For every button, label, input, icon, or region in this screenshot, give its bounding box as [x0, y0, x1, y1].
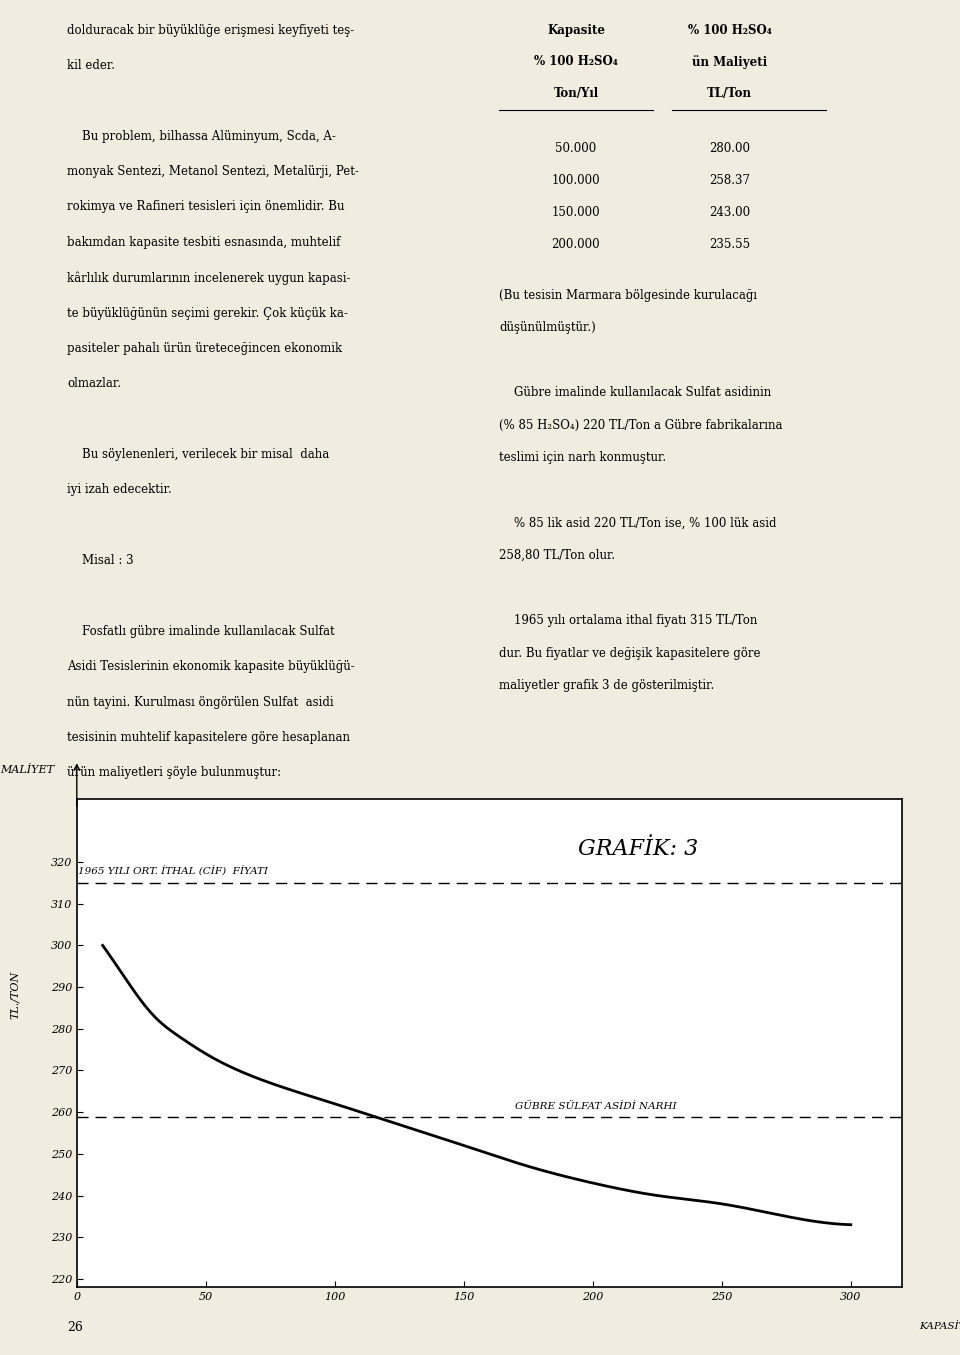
Text: 243.00: 243.00	[709, 206, 750, 218]
Text: % 100 H₂SO₄: % 100 H₂SO₄	[534, 56, 618, 68]
Text: 1965 yılı ortalama ithal fiyatı 315 TL/Ton: 1965 yılı ortalama ithal fiyatı 315 TL/T…	[499, 614, 757, 627]
Text: MALİYET: MALİYET	[0, 766, 55, 775]
Text: teslimi için narh konmuştur.: teslimi için narh konmuştur.	[499, 451, 666, 465]
Text: TL./TON: TL./TON	[10, 970, 20, 1019]
Text: nün tayini. Kurulması öngörülen Sulfat  asidi: nün tayini. Kurulması öngörülen Sulfat a…	[67, 695, 334, 709]
Text: GRAFİK: 3: GRAFİK: 3	[578, 839, 698, 860]
Text: maliyetler grafik 3 de gösterilmiştir.: maliyetler grafik 3 de gösterilmiştir.	[499, 679, 714, 692]
Text: ün Maliyeti: ün Maliyeti	[692, 56, 767, 69]
Text: Fosfatlı gübre imalinde kullanılacak Sulfat: Fosfatlı gübre imalinde kullanılacak Sul…	[67, 625, 335, 638]
Text: Misal : 3: Misal : 3	[67, 554, 133, 566]
Text: Bu söylenenleri, verilecek bir misal  daha: Bu söylenenleri, verilecek bir misal dah…	[67, 449, 329, 461]
Text: 100.000: 100.000	[552, 173, 600, 187]
Text: rokimya ve Rafineri tesisleri için önemlidir. Bu: rokimya ve Rafineri tesisleri için öneml…	[67, 201, 345, 213]
Text: ürün maliyetleri şöyle bulunmuştur:: ürün maliyetleri şöyle bulunmuştur:	[67, 766, 281, 779]
Text: 150.000: 150.000	[552, 206, 600, 218]
Text: Kapasite: Kapasite	[547, 23, 605, 37]
Text: % 100 H₂SO₄: % 100 H₂SO₄	[687, 23, 772, 37]
Text: te büyüklüğünün seçimi gerekir. Çok küçük ka-: te büyüklüğünün seçimi gerekir. Çok küçü…	[67, 306, 348, 320]
Text: % 85 lik asid 220 TL/Ton ise, % 100 lük asid: % 85 lik asid 220 TL/Ton ise, % 100 lük …	[499, 516, 777, 530]
Text: GÜBRE SÜLFAT ASİDİ NARHI: GÜBRE SÜLFAT ASİDİ NARHI	[516, 1102, 677, 1111]
Text: Gübre imalinde kullanılacak Sulfat asidinin: Gübre imalinde kullanılacak Sulfat asidi…	[499, 386, 772, 400]
Text: 280.00: 280.00	[709, 142, 750, 154]
Text: 200.000: 200.000	[552, 237, 600, 251]
Text: kârlılık durumlarının incelenerek uygun kapasi-: kârlılık durumlarının incelenerek uygun …	[67, 271, 350, 285]
Text: 50.000: 50.000	[556, 142, 596, 154]
Text: monyak Sentezi, Metanol Sentezi, Metalürji, Pet-: monyak Sentezi, Metanol Sentezi, Metalür…	[67, 165, 359, 178]
Text: TL/Ton: TL/Ton	[708, 87, 752, 100]
Text: dolduracak bir büyüklüğe erişmesi keyfiyeti teş-: dolduracak bir büyüklüğe erişmesi keyfiy…	[67, 23, 354, 37]
Text: 26: 26	[67, 1321, 84, 1335]
Text: 235.55: 235.55	[709, 237, 750, 251]
Text: Ton/Yıl: Ton/Yıl	[553, 87, 599, 100]
Text: dur. Bu fiyatlar ve değişik kapasitelere göre: dur. Bu fiyatlar ve değişik kapasitelere…	[499, 646, 760, 660]
Text: (% 85 H₂SO₄) 220 TL/Ton a Gübre fabrikalarına: (% 85 H₂SO₄) 220 TL/Ton a Gübre fabrikal…	[499, 419, 782, 432]
Text: olmazlar.: olmazlar.	[67, 377, 121, 390]
Text: kil eder.: kil eder.	[67, 60, 115, 72]
Text: 258.37: 258.37	[709, 173, 750, 187]
Text: bakımdan kapasite tesbiti esnasında, muhtelif: bakımdan kapasite tesbiti esnasında, muh…	[67, 236, 341, 249]
Text: tesisinin muhtelif kapasitelere göre hesaplanan: tesisinin muhtelif kapasitelere göre hes…	[67, 730, 350, 744]
Text: 258,80 TL/Ton olur.: 258,80 TL/Ton olur.	[499, 549, 615, 562]
Text: pasiteler pahalı ürün üreteceğincen ekonomik: pasiteler pahalı ürün üreteceğincen ekon…	[67, 341, 343, 355]
Text: Bu problem, bilhassa Alüminyum, Scda, A-: Bu problem, bilhassa Alüminyum, Scda, A-	[67, 130, 336, 142]
Text: iyi izah edecektir.: iyi izah edecektir.	[67, 484, 172, 496]
Text: Asidi Tesislerinin ekonomik kapasite büyüklüğü-: Asidi Tesislerinin ekonomik kapasite büy…	[67, 660, 355, 673]
Text: KAPASİTE: KAPASİTE	[919, 1321, 960, 1331]
Text: 1965 YILI ORT. İTHAL (CİF)  FİYATI: 1965 YILI ORT. İTHAL (CİF) FİYATI	[78, 866, 268, 877]
Text: (Bu tesisin Marmara bölgesinde kurulacağı: (Bu tesisin Marmara bölgesinde kurulacağ…	[499, 289, 757, 302]
Text: düşünülmüştür.): düşünülmüştür.)	[499, 321, 596, 335]
